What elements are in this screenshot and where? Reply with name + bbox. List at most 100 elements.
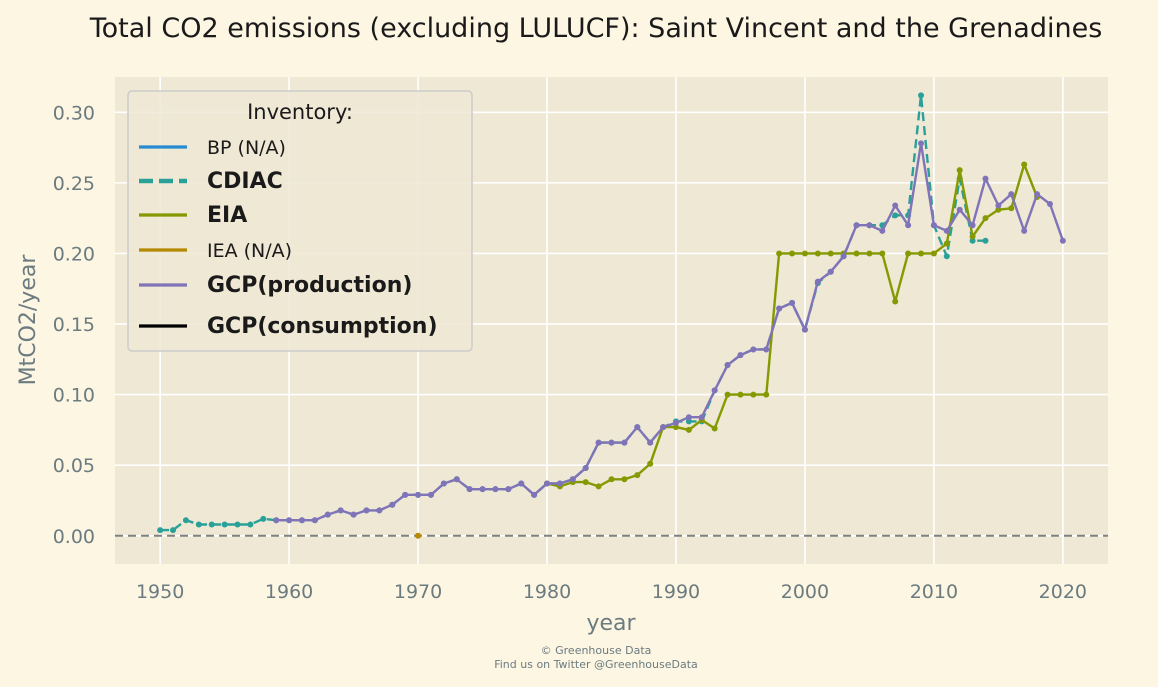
data-point-eia — [892, 298, 899, 305]
data-point-gcp-production — [492, 486, 499, 493]
data-point-cdiac — [182, 517, 189, 524]
data-point-cdiac — [918, 92, 925, 99]
data-point-cdiac — [208, 521, 215, 528]
x-tick-label: 2000 — [781, 581, 829, 603]
legend-entry: GCP(consumption) — [139, 314, 438, 339]
legend-box — [127, 90, 473, 352]
data-point-iea-n-a — [415, 532, 422, 539]
legend-entry: BP (N/A) — [139, 137, 286, 159]
data-point-eia — [969, 233, 976, 240]
data-point-gcp-production — [440, 480, 447, 487]
data-point-gcp-production — [569, 476, 576, 483]
series-group — [157, 92, 1066, 539]
x-axis-label: year — [586, 611, 636, 636]
data-point-gcp-production — [634, 424, 641, 431]
y-tick-label: 0.05 — [53, 455, 95, 477]
data-point-gcp-production — [376, 507, 383, 514]
chart-title: Total CO2 emissions (excluding LULUCF): … — [89, 13, 1103, 44]
x-tick-label: 1950 — [136, 581, 184, 603]
x-tick-label: 1980 — [523, 581, 571, 603]
data-point-cdiac — [260, 515, 267, 522]
data-point-cdiac — [234, 521, 241, 528]
data-point-cdiac — [170, 527, 177, 534]
data-point-eia — [982, 215, 989, 222]
data-point-eia — [685, 426, 692, 433]
x-tick-label: 2010 — [910, 581, 958, 603]
data-point-gcp-production — [466, 486, 473, 493]
data-point-cdiac — [221, 521, 228, 528]
data-point-gcp-production — [905, 222, 912, 229]
data-point-gcp-production — [918, 140, 925, 147]
data-point-eia — [621, 476, 628, 483]
data-point-eia — [711, 425, 718, 432]
data-point-eia — [595, 483, 602, 490]
legend-label: GCP(consumption) — [207, 314, 438, 339]
data-point-eia — [1021, 161, 1028, 168]
data-point-gcp-production — [324, 511, 331, 518]
data-point-gcp-production — [311, 517, 318, 524]
data-point-cdiac — [969, 237, 976, 244]
data-point-gcp-production — [737, 352, 744, 359]
data-point-gcp-production — [866, 222, 873, 229]
data-point-gcp-production — [943, 227, 950, 234]
data-point-eia — [1008, 205, 1015, 212]
data-point-gcp-production — [337, 507, 344, 514]
data-point-eia — [750, 391, 757, 398]
data-point-gcp-production — [1059, 237, 1066, 244]
data-point-cdiac — [247, 521, 254, 528]
data-point-gcp-production — [479, 486, 486, 493]
data-point-gcp-production — [273, 517, 280, 524]
data-point-eia — [905, 250, 912, 257]
series-eia — [544, 161, 1041, 490]
data-point-eia — [853, 250, 860, 257]
y-tick-label: 0.15 — [53, 314, 95, 336]
legend: Inventory: BP (N/A) CDIAC EIA IEA (N/A) GCP(… — [127, 90, 473, 352]
data-point-gcp-production — [672, 419, 679, 426]
x-tick-label: 1960 — [265, 581, 313, 603]
data-point-cdiac — [982, 237, 989, 244]
legend-label: GCP(production) — [207, 273, 412, 298]
data-point-gcp-production — [556, 480, 563, 487]
legend-label: EIA — [207, 203, 247, 228]
series-gcp-production — [273, 140, 1066, 524]
data-point-gcp-production — [621, 439, 628, 446]
data-point-gcp-production — [724, 361, 731, 368]
data-point-gcp-production — [711, 387, 718, 394]
data-point-gcp-production — [298, 517, 305, 524]
data-point-cdiac — [195, 521, 202, 528]
data-point-eia — [763, 391, 770, 398]
data-point-gcp-production — [956, 206, 963, 213]
data-point-gcp-production — [995, 202, 1002, 209]
data-point-eia — [827, 250, 834, 257]
y-tick-label: 0.25 — [53, 173, 95, 195]
data-point-gcp-production — [1034, 191, 1041, 198]
data-point-eia — [943, 240, 950, 247]
data-point-gcp-production — [840, 253, 847, 260]
y-tick-label: 0.20 — [53, 243, 95, 265]
data-point-eia — [956, 167, 963, 174]
data-point-gcp-production — [853, 222, 860, 229]
data-point-gcp-production — [763, 346, 770, 353]
data-point-eia — [608, 476, 615, 483]
legend-entry: CDIAC — [139, 169, 283, 194]
data-point-cdiac — [685, 418, 692, 425]
data-point-gcp-production — [518, 480, 525, 487]
data-point-eia — [789, 250, 796, 257]
data-point-gcp-production — [582, 465, 589, 472]
data-point-eia — [582, 479, 589, 486]
data-point-gcp-production — [505, 486, 512, 493]
data-point-gcp-production — [1021, 227, 1028, 234]
data-point-eia — [724, 391, 731, 398]
data-point-gcp-production — [698, 414, 705, 421]
data-point-eia — [647, 460, 654, 467]
data-point-gcp-production — [402, 491, 409, 498]
data-point-gcp-production — [750, 346, 757, 353]
legend-entry: IEA (N/A) — [139, 240, 292, 262]
y-tick-label: 0.10 — [53, 385, 95, 407]
data-point-gcp-production — [660, 424, 667, 431]
data-point-gcp-production — [789, 299, 796, 306]
series-iea-n-a — [415, 532, 422, 539]
data-point-eia — [634, 472, 641, 479]
data-point-gcp-production — [801, 326, 808, 333]
data-point-eia — [672, 424, 679, 431]
